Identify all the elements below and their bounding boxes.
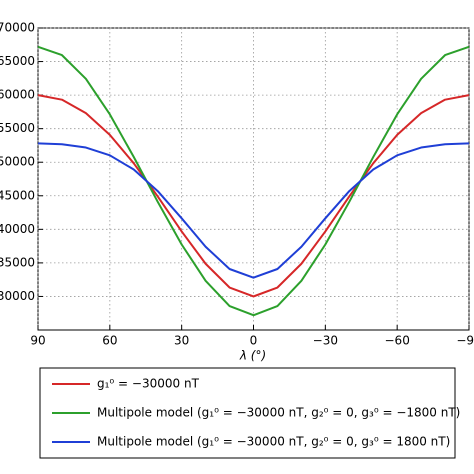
legend-label: Multipole model (g₁⁰ = −30000 nT, g₂⁰ = … bbox=[97, 435, 450, 449]
y-tick-label: 70000 bbox=[0, 21, 35, 35]
line-series bbox=[37, 45, 470, 317]
x-tick-label: −60 bbox=[385, 334, 410, 348]
x-tick-label: 60 bbox=[102, 334, 117, 348]
legend-box bbox=[39, 367, 456, 459]
line-series bbox=[37, 142, 470, 279]
x-tick-label: 30 bbox=[174, 334, 189, 348]
y-tick-label: 45000 bbox=[0, 188, 35, 202]
line-series bbox=[37, 94, 470, 298]
y-tick-label: 60000 bbox=[0, 88, 35, 102]
x-tick-label: 0 bbox=[250, 334, 258, 348]
legend-label: Multipole model (g₁⁰ = −30000 nT, g₂⁰ = … bbox=[97, 406, 460, 420]
x-tick-label: −30 bbox=[313, 334, 338, 348]
x-tick-label: 90 bbox=[30, 334, 45, 348]
y-tick-label: 30000 bbox=[0, 289, 35, 303]
y-tick-label: 55000 bbox=[0, 121, 35, 135]
x-axis-label: λ (°) bbox=[239, 349, 266, 363]
legend-label: g₁⁰ = −30000 nT bbox=[97, 377, 200, 391]
y-tick-label: 65000 bbox=[0, 54, 35, 68]
y-tick-label: 40000 bbox=[0, 222, 35, 236]
y-tick-label: 50000 bbox=[0, 155, 35, 169]
y-tick-label: 35000 bbox=[0, 255, 35, 269]
x-tick-label: −90 bbox=[456, 334, 474, 348]
